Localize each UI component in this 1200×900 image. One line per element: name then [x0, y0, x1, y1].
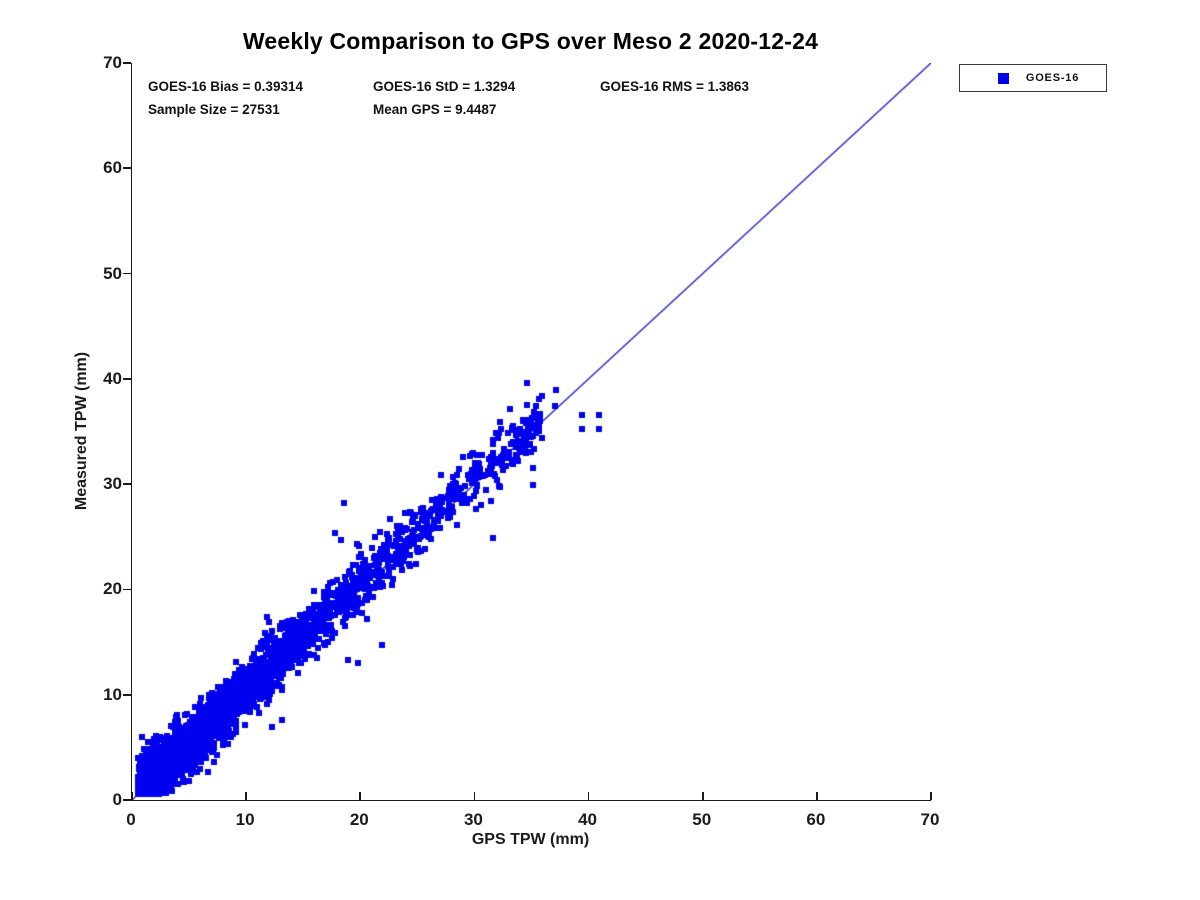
y-tick-label: 20	[103, 579, 122, 599]
x-tick	[131, 792, 133, 800]
y-tick	[123, 693, 131, 696]
legend-box: GOES-16	[959, 64, 1107, 92]
y-tick-label: 30	[103, 474, 122, 494]
y-tick-label: 0	[112, 790, 122, 809]
x-axis-label: GPS TPW (mm)	[471, 831, 590, 848]
y-tick	[123, 799, 131, 801]
x-tick-label: 40	[578, 810, 598, 829]
x-tick	[701, 792, 704, 800]
y-tick	[123, 167, 131, 170]
y-axis-label: Measured TPW (mm)	[73, 351, 90, 511]
y-tick-label: 40	[103, 368, 122, 388]
scatter-canvas	[132, 63, 931, 800]
plot-area	[123, 62, 932, 801]
y-tick	[123, 378, 131, 380]
x-tick-label: 10	[235, 810, 255, 829]
y-tick-label: 50	[103, 263, 122, 283]
x-tick-label: 70	[920, 810, 940, 829]
x-tick-label: 0	[126, 810, 136, 829]
x-tick-label: 50	[692, 810, 712, 829]
y-tick-label: 10	[103, 684, 122, 704]
y-tick-label: 70	[103, 53, 122, 72]
x-tick-label: 30	[463, 810, 483, 829]
y-tick	[123, 272, 131, 275]
x-tick	[359, 792, 362, 800]
x-tick-label: 60	[806, 810, 826, 829]
x-tick	[816, 792, 818, 800]
y-tick	[123, 483, 131, 485]
x-tick	[930, 792, 932, 800]
y-tick	[123, 588, 131, 591]
legend-entry-label: GOES-16	[1025, 72, 1080, 84]
x-tick-label: 20	[349, 810, 369, 829]
x-tick	[245, 792, 247, 800]
y-tick-label: 60	[103, 158, 122, 178]
legend-marker-square-icon	[998, 72, 1009, 84]
x-tick	[473, 792, 476, 800]
chart-title: Weekly Comparison to GPS over Meso 2 202…	[242, 28, 819, 54]
y-tick	[123, 62, 131, 64]
x-tick	[587, 792, 590, 800]
